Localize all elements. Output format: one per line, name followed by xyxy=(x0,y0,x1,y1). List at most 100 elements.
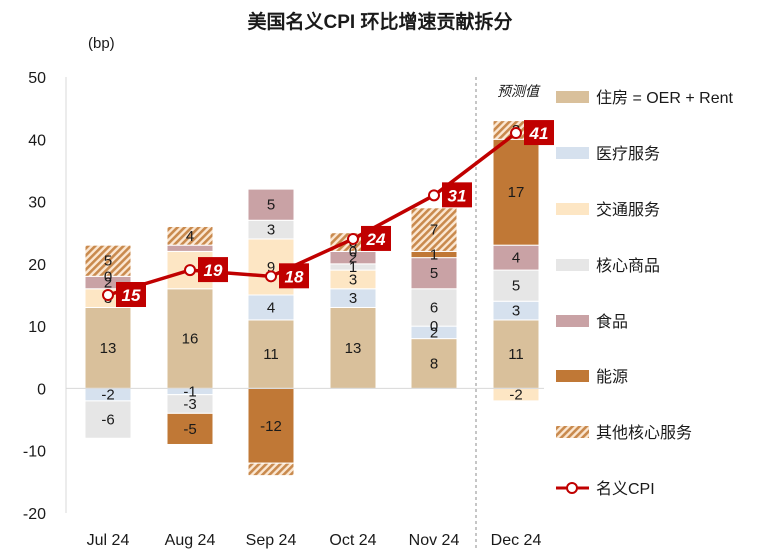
bar-segment-core_goods xyxy=(410,288,458,327)
bar-segment-housing xyxy=(166,288,214,389)
data-label-medical: 3 xyxy=(512,303,520,320)
data-label-food: 2 xyxy=(104,275,112,292)
data-label-core_goods: -6 xyxy=(101,412,114,429)
y-tick-label: 10 xyxy=(28,319,46,336)
x-tick-label: Dec 24 xyxy=(491,532,542,549)
data-label-other: 7 xyxy=(430,222,438,239)
y-tick-label: 50 xyxy=(28,70,46,87)
data-labels: 13-23-625016-16-3-54114935-1213331230826… xyxy=(100,122,525,438)
legend-swatch-housing xyxy=(556,91,589,103)
bar-segment-energy xyxy=(247,387,295,464)
data-label-housing: 16 xyxy=(182,331,199,348)
data-label-other: 5 xyxy=(104,253,112,270)
data-label-medical: 2 xyxy=(430,324,438,341)
data-label-core_goods: 6 xyxy=(430,299,438,316)
data-label-other: 4 xyxy=(186,228,194,245)
cpi-value-box xyxy=(279,263,309,289)
bar-segment-housing xyxy=(247,319,295,389)
bar-segment-energy xyxy=(166,412,214,445)
y-tick-label: 40 xyxy=(28,132,46,149)
data-label-housing: 11 xyxy=(263,346,279,363)
legend-swatch-transport xyxy=(556,203,589,215)
legend-label-housing: 住房 = OER + Rent xyxy=(596,89,733,107)
x-ticks: Jul 24 Aug 24 Sep 24 Oct 24 Nov 24 Dec 24 xyxy=(87,532,542,549)
data-label-energy: 17 xyxy=(508,184,525,201)
legend-marker-cpi xyxy=(566,482,578,494)
data-label-core_goods: -3 xyxy=(183,396,196,413)
chart-title: 美国名义CPI 环比增速贡献拆分 xyxy=(248,10,513,33)
bar-segment-housing xyxy=(329,306,377,389)
data-label-housing: 13 xyxy=(100,340,117,357)
cpi-value-box xyxy=(442,182,472,208)
data-label-energy: 0 xyxy=(104,268,112,285)
legend-swatch-core_goods xyxy=(556,259,589,271)
data-label-housing: 11 xyxy=(508,346,524,363)
legend-label-energy: 能源 xyxy=(596,368,628,386)
cpi-value-label: 41 xyxy=(529,124,549,143)
cpi-point xyxy=(265,270,277,283)
legend: 住房 = OER + Rent 医疗服务交通服务核心商品食品能源其他核心服务名义C… xyxy=(556,89,733,498)
data-label-food: 2 xyxy=(349,250,357,267)
bar-segment-food xyxy=(247,188,295,221)
bar-segment-energy xyxy=(492,138,540,246)
data-label-medical: 3 xyxy=(349,290,357,307)
bar-segment-food xyxy=(492,244,540,271)
x-tick-label: Aug 24 xyxy=(165,532,216,549)
y-tick-label: 20 xyxy=(28,257,46,274)
legend-label-core_goods: 核心商品 xyxy=(596,257,660,275)
cpi-value-label: 31 xyxy=(448,186,467,205)
x-tick-label: Jul 24 xyxy=(87,532,130,549)
cpi-value-box xyxy=(524,120,554,146)
y-ticks: -20 -10 0 10 20 30 40 50 xyxy=(23,70,46,523)
x-tick-label: Sep 24 xyxy=(246,532,297,549)
y-tick-label: 30 xyxy=(28,195,46,212)
data-label-transport: 0 xyxy=(430,318,438,335)
cpi-value-label: 15 xyxy=(122,286,141,305)
bar-segment-housing xyxy=(492,319,540,389)
data-label-energy: -5 xyxy=(183,421,196,438)
legend-label-cpi: 名义CPI xyxy=(596,480,655,498)
legend-label-other: 其他核心服务 xyxy=(596,424,692,442)
bar-segment-housing xyxy=(410,338,458,389)
y-tick-label: -10 xyxy=(23,444,46,461)
legend-label-food: 食品 xyxy=(596,313,628,331)
bar-segment-other xyxy=(84,244,132,277)
cpi-value-label: 24 xyxy=(366,230,386,249)
legend-swatch-medical xyxy=(556,147,589,159)
legend-swatch-energy xyxy=(556,370,589,382)
legend-swatch-food xyxy=(556,315,589,327)
y-tick-label: 0 xyxy=(37,381,46,398)
y-unit-label: (bp) xyxy=(88,35,115,52)
bar-segment-other xyxy=(247,462,295,477)
data-label-food: 5 xyxy=(267,197,275,214)
data-label-housing: 8 xyxy=(430,356,438,373)
data-label-core_goods: 3 xyxy=(267,222,275,239)
bar-segment-other xyxy=(410,207,458,252)
data-label-energy: 1 xyxy=(430,247,438,264)
data-label-transport: -2 xyxy=(509,387,522,404)
legend-label-medical: 医疗服务 xyxy=(596,145,660,163)
data-label-transport: 9 xyxy=(267,259,275,276)
data-label-medical: -2 xyxy=(101,387,114,404)
bar-segment-medical xyxy=(247,294,295,321)
data-label-food: 4 xyxy=(512,250,520,267)
data-label-energy: -12 xyxy=(260,418,282,435)
data-label-medical: 4 xyxy=(267,299,275,316)
data-label-medical: -1 xyxy=(183,384,196,401)
bar-segment-food xyxy=(166,244,214,252)
data-label-energy: 0 xyxy=(349,243,357,260)
y-tick-label: -20 xyxy=(23,506,46,523)
data-label-housing: 13 xyxy=(345,340,362,357)
cpi-point xyxy=(510,127,522,140)
cpi-value-label: 19 xyxy=(204,261,223,280)
bar-segment-other xyxy=(166,225,214,246)
data-label-food: 5 xyxy=(430,265,438,282)
cpi-value-label: 18 xyxy=(285,267,304,286)
x-tick-label: Nov 24 xyxy=(409,532,460,549)
bar-segment-housing xyxy=(84,306,132,389)
forecast-label: 预测值 xyxy=(497,83,541,99)
cpi-value-box xyxy=(116,282,146,307)
data-label-transport: 3 xyxy=(349,271,357,288)
data-label-core_goods: 1 xyxy=(349,259,357,276)
